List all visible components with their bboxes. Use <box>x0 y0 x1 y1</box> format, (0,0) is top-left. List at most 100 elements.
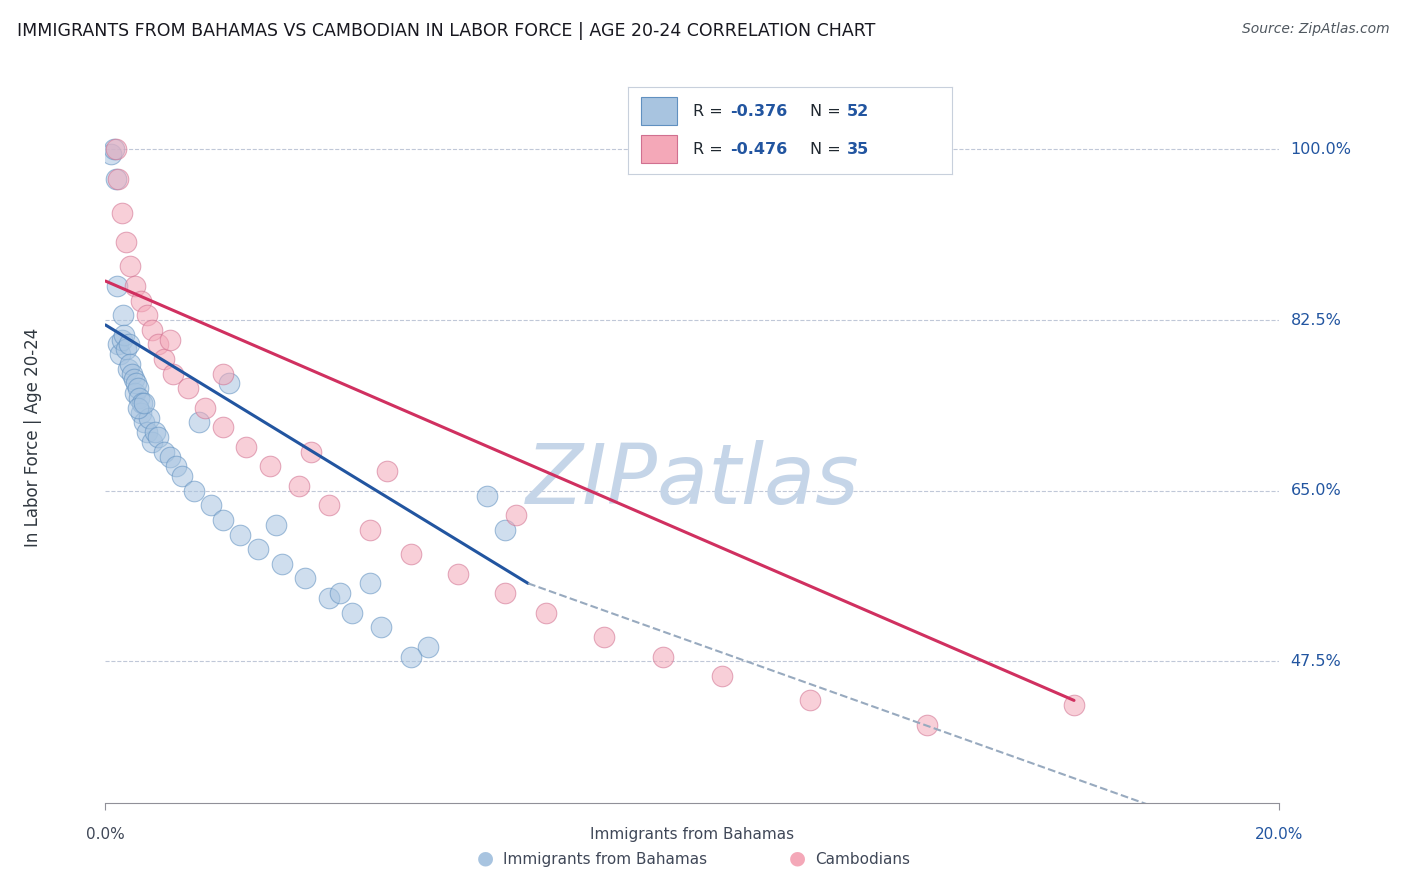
Point <box>138 410 160 425</box>
Point <box>125 376 148 391</box>
Point <box>120 357 142 371</box>
Text: ZIPatlas: ZIPatlas <box>526 441 859 522</box>
Text: -0.476: -0.476 <box>730 142 787 157</box>
Point <box>120 260 142 274</box>
Point <box>127 381 149 395</box>
Point <box>200 499 222 513</box>
Text: 82.5%: 82.5% <box>1291 312 1341 327</box>
Point <box>188 416 211 430</box>
Point <box>162 367 184 381</box>
Point <box>105 279 128 293</box>
Text: ●: ● <box>477 848 494 867</box>
Point <box>132 416 155 430</box>
Point <box>128 391 150 405</box>
Point <box>359 576 381 591</box>
Text: N =: N = <box>810 142 845 157</box>
Point <box>153 352 176 367</box>
Point <box>122 371 145 385</box>
Point <box>318 499 340 513</box>
Point <box>418 640 440 654</box>
Text: 20.0%: 20.0% <box>1256 827 1303 842</box>
Point <box>329 586 352 600</box>
Point <box>121 367 143 381</box>
Point <box>917 718 939 732</box>
Point <box>103 142 125 156</box>
Point <box>148 430 170 444</box>
Point <box>370 620 392 634</box>
Point <box>359 523 381 537</box>
Point <box>299 444 322 458</box>
Point <box>165 459 187 474</box>
Text: 35: 35 <box>846 142 869 157</box>
Point <box>176 381 198 395</box>
Point <box>107 337 129 351</box>
Point <box>399 649 422 664</box>
Text: -0.376: -0.376 <box>730 103 787 119</box>
Text: R =: R = <box>693 103 728 119</box>
Text: Source: ZipAtlas.com: Source: ZipAtlas.com <box>1241 22 1389 37</box>
Point <box>211 513 233 527</box>
Point <box>494 586 516 600</box>
Point <box>107 171 129 186</box>
Point <box>593 630 616 644</box>
Text: 100.0%: 100.0% <box>1291 142 1351 157</box>
Point <box>105 171 128 186</box>
Bar <box>641 97 678 125</box>
Point <box>710 669 733 683</box>
Point <box>129 293 152 308</box>
Point <box>399 547 422 561</box>
Text: 52: 52 <box>846 103 869 119</box>
Point <box>153 444 176 458</box>
Point <box>108 347 131 361</box>
Point <box>135 308 157 322</box>
Point <box>127 401 149 415</box>
Bar <box>641 136 678 163</box>
Point <box>447 566 470 581</box>
Point <box>143 425 166 440</box>
Point <box>318 591 340 605</box>
Point <box>129 406 152 420</box>
Point <box>270 557 292 571</box>
Point <box>159 333 181 347</box>
Point <box>211 367 233 381</box>
Point <box>100 147 122 161</box>
Text: 47.5%: 47.5% <box>1291 654 1341 669</box>
Point <box>799 693 821 707</box>
Point <box>115 343 138 357</box>
Point <box>117 361 139 376</box>
Point <box>247 542 270 557</box>
Point <box>111 206 134 220</box>
Point <box>494 523 516 537</box>
Point <box>264 517 287 532</box>
Point <box>294 572 316 586</box>
Point <box>1063 698 1085 713</box>
Text: Immigrants from Bahamas: Immigrants from Bahamas <box>591 827 794 842</box>
Point <box>183 483 205 498</box>
Text: 65.0%: 65.0% <box>1291 483 1341 499</box>
Point <box>118 337 141 351</box>
Point <box>124 386 146 401</box>
Point <box>111 333 134 347</box>
Point <box>259 459 281 474</box>
Text: R =: R = <box>693 142 728 157</box>
Text: ●: ● <box>789 848 806 867</box>
Point <box>375 464 398 478</box>
Point <box>218 376 240 391</box>
Text: IMMIGRANTS FROM BAHAMAS VS CAMBODIAN IN LABOR FORCE | AGE 20-24 CORRELATION CHAR: IMMIGRANTS FROM BAHAMAS VS CAMBODIAN IN … <box>17 22 876 40</box>
Text: Cambodians: Cambodians <box>815 852 911 867</box>
Point <box>132 396 155 410</box>
Point <box>652 649 675 664</box>
Point <box>235 440 257 454</box>
Point <box>112 327 135 342</box>
Point <box>141 323 163 337</box>
Point <box>194 401 217 415</box>
Point <box>340 606 363 620</box>
Point <box>141 434 163 449</box>
Point <box>159 450 181 464</box>
Point <box>288 479 311 493</box>
Point <box>475 489 498 503</box>
Text: In Labor Force | Age 20-24: In Labor Force | Age 20-24 <box>24 327 42 547</box>
Point <box>115 235 138 249</box>
Point <box>170 469 193 483</box>
Point <box>124 279 146 293</box>
